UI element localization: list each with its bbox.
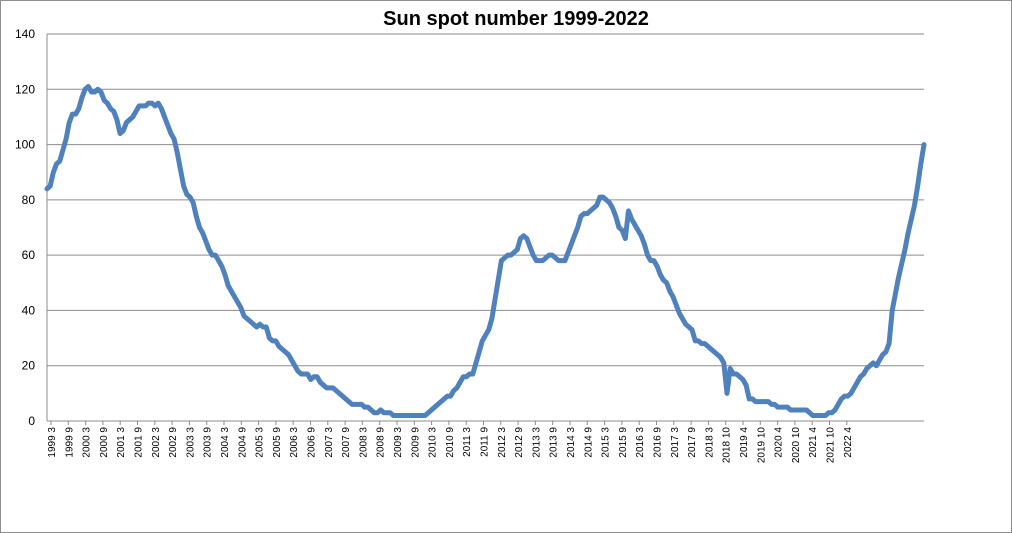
y-tick-label: 80	[22, 193, 36, 207]
x-tick-label: 2005 9	[272, 427, 283, 458]
x-tick-label: 2018 3	[704, 427, 715, 458]
x-tick-label: 2013 9	[549, 427, 560, 458]
x-tick-label: 1999 3	[47, 427, 58, 458]
x-tick-label: 2000 9	[99, 427, 110, 458]
x-tick-label: 2017 9	[687, 427, 698, 458]
x-tick-label: 2007 3	[324, 427, 335, 458]
x-tick-label: 2014 9	[583, 427, 594, 458]
series-group	[44, 84, 927, 418]
x-tick-label: 2004 3	[220, 427, 231, 458]
y-tick-label: 140	[15, 27, 35, 41]
x-tick-label: 2013 3	[531, 427, 542, 458]
gridlines	[47, 33, 924, 367]
x-tick-label: 2020 4	[774, 427, 785, 458]
x-tick-label: 2012 9	[514, 427, 525, 458]
x-tick-label: 2008 3	[358, 427, 369, 458]
x-tick-label: 1999 9	[64, 427, 75, 458]
x-axis-tick-labels: 1999 3 1999 9 2000 3 2000 9 2001 3 2001 9 2002…	[47, 421, 854, 463]
x-tick-label: 2014 3	[566, 427, 577, 458]
y-tick-label: 120	[15, 82, 35, 96]
x-tick-label: 2021 10	[826, 427, 837, 464]
x-tick-label: 2021 4	[808, 427, 819, 458]
x-tick-label: 2002 9	[168, 427, 179, 458]
x-tick-label: 2001 9	[134, 427, 145, 458]
y-tick-label: 0	[28, 414, 35, 428]
x-tick-label: 2008 9	[376, 427, 387, 458]
x-tick-label: 2019 10	[756, 427, 767, 464]
x-tick-label: 2015 9	[618, 427, 629, 458]
x-tick-label: 2020 10	[791, 427, 802, 464]
x-tick-label: 2010 3	[428, 427, 439, 458]
series-line-0	[44, 84, 927, 418]
x-tick-label: 2002 3	[151, 427, 162, 458]
x-tick-label: 2003 9	[203, 427, 214, 458]
x-tick-label: 2009 3	[393, 427, 404, 458]
x-tick-label: 2006 9	[307, 427, 318, 458]
x-tick-label: 2012 3	[497, 427, 508, 458]
x-tick-label: 2003 3	[185, 427, 196, 458]
x-tick-label: 2017 3	[670, 427, 681, 458]
y-axis-tick-labels: 0 20 40 60 80 100 120 140	[15, 27, 35, 428]
y-tick-label: 40	[22, 303, 36, 317]
x-tick-label: 2010 9	[445, 427, 456, 458]
x-tick-label: 2000 3	[82, 427, 93, 458]
x-tick-label: 2007 9	[341, 427, 352, 458]
chart-title: Sun spot number 1999-2022	[383, 8, 649, 30]
x-tick-label: 2022 4	[843, 427, 854, 458]
x-tick-label: 2016 9	[653, 427, 664, 458]
axes	[46, 34, 924, 422]
x-tick-label: 2018 10	[722, 427, 733, 464]
x-tick-label: 2019 4	[739, 427, 750, 458]
x-tick-label: 2004 9	[237, 427, 248, 458]
y-tick-label: 60	[22, 248, 36, 262]
x-tick-label: 2015 3	[601, 427, 612, 458]
x-tick-label: 2011 9	[480, 427, 491, 457]
x-tick-label: 2016 3	[635, 427, 646, 458]
x-tick-label: 2005 3	[255, 427, 266, 458]
x-tick-label: 2011 3	[462, 427, 473, 457]
x-tick-label: 2001 3	[116, 427, 127, 458]
x-tick-label: 2006 3	[289, 427, 300, 458]
y-tick-label: 20	[22, 359, 36, 373]
y-tick-label: 100	[15, 138, 35, 152]
x-tick-label: 2009 9	[410, 427, 421, 458]
